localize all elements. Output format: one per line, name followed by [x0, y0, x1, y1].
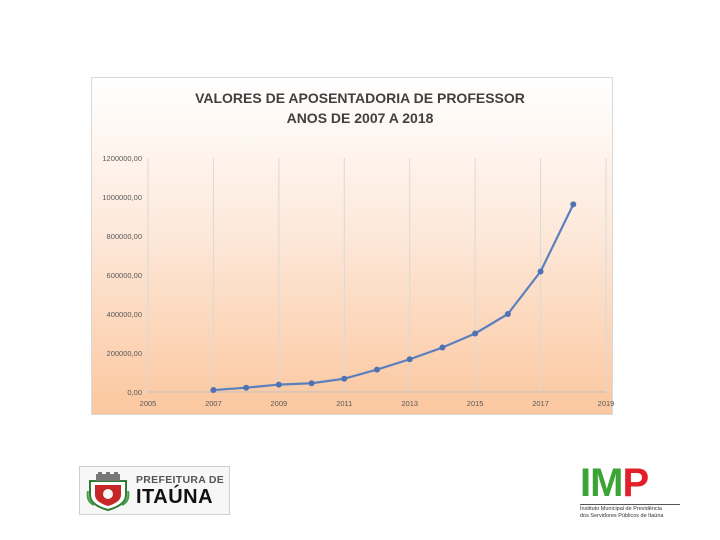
- x-tick-label: 2017: [532, 399, 549, 408]
- data-point: [374, 366, 380, 373]
- data-point: [243, 384, 250, 391]
- x-tick-label: 2005: [140, 399, 157, 408]
- y-tick-label: 200000,00: [107, 349, 142, 358]
- x-tick-label: 2009: [271, 399, 288, 408]
- y-tick-label: 1200000,00: [102, 154, 142, 163]
- chart-title-line2: ANOS DE 2007 A 2018: [286, 110, 434, 126]
- chart-panel: [91, 77, 613, 415]
- x-tick-label: 2019: [598, 399, 615, 408]
- x-tick-label: 2011: [336, 399, 352, 408]
- y-tick-label: 400000,00: [107, 310, 142, 319]
- data-point: [210, 387, 217, 394]
- chart-title-line1: VALORES DE APOSENTADORIA DE PROFESSOR: [195, 90, 525, 106]
- city-coat-of-arms-icon: [86, 472, 130, 511]
- imp-logo-subtitle-1: Instituto Municipal de Previdência: [580, 506, 662, 512]
- itauna-logo-name: ITAÚNA: [136, 486, 214, 508]
- series-line: [213, 203, 575, 392]
- y-tick-label: 1000000,00: [102, 193, 142, 202]
- imp-logo-subtitle-2: dos Servidores Públicos de Itaúna: [580, 513, 664, 519]
- x-tick-label: 2007: [205, 399, 222, 408]
- chart-title: VALORES DE APOSENTADORIA DE PROFESSOR AN…: [91, 88, 629, 128]
- imp-letter-m: M: [590, 461, 623, 505]
- data-point: [406, 356, 413, 363]
- data-point: [275, 381, 282, 388]
- prefeitura-itauna-logo: PREFEITURA DE ITAÚNA: [79, 466, 230, 515]
- data-point: [537, 268, 544, 275]
- y-tick-label: 800000,00: [107, 232, 142, 241]
- data-point: [439, 344, 446, 351]
- x-tick-label: 2015: [467, 399, 484, 408]
- data-point: [341, 375, 348, 382]
- y-tick-label: 600000,00: [107, 271, 142, 280]
- data-point: [308, 380, 315, 387]
- data-point: [570, 201, 577, 208]
- imp-letter-p: P: [622, 461, 649, 505]
- imp-logo-letters: IMP: [580, 461, 649, 505]
- x-tick-label: 2013: [401, 399, 418, 408]
- itauna-logo-top-text: PREFEITURA DE: [136, 474, 225, 486]
- y-tick-label: 0,00: [127, 388, 142, 397]
- imp-logo-rule: [580, 504, 680, 505]
- data-point: [504, 311, 511, 317]
- imp-logo: IMP Instituto Municipal de Previdência d…: [578, 463, 684, 521]
- imp-letter-i: I: [580, 461, 591, 505]
- data-point: [472, 330, 479, 337]
